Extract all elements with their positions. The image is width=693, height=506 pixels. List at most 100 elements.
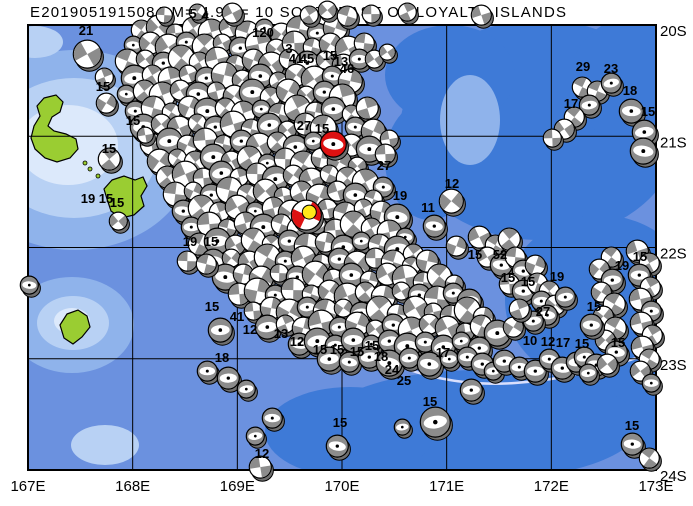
depth-label: 15: [126, 113, 140, 128]
depth-label: 10: [523, 333, 537, 348]
focal-mechanism: [397, 2, 419, 25]
islet: [82, 160, 88, 166]
focal-mechanism: [422, 214, 448, 241]
depth-label: 3: [285, 41, 292, 56]
nodal-quadrants: [304, 38, 321, 56]
center-dot: [223, 275, 228, 280]
nodal-quadrants: [317, 199, 337, 219]
nodal-quadrants: [366, 322, 384, 336]
nodal-quadrants: [213, 35, 231, 51]
nodal-quadrants: [235, 212, 256, 234]
nodal-quadrants: [96, 68, 113, 86]
depth-label: 17: [436, 345, 450, 360]
center-dot: [333, 343, 337, 347]
nodal-quadrants: [510, 299, 529, 319]
center-dot: [293, 145, 298, 149]
nodal-quadrants: [215, 135, 232, 153]
nodal-quadrants: [222, 251, 240, 265]
nodal-quadrants: [399, 3, 415, 21]
center-dot: [649, 309, 653, 313]
nodal-quadrants: [338, 6, 357, 26]
center-dot: [357, 57, 361, 61]
center-dot: [369, 342, 373, 346]
nodal-quadrants: [211, 63, 237, 88]
nodal-quadrants: [191, 4, 204, 20]
center-dot: [262, 26, 266, 30]
focal-mechanism: [523, 359, 549, 386]
nodal-quadrants: [191, 52, 208, 72]
focal-mechanism: [176, 250, 200, 275]
highlighted-focal-mechanism: [290, 199, 324, 234]
depth-label: 15: [350, 344, 364, 359]
center-dot: [259, 107, 263, 111]
focal-mechanism: [391, 264, 421, 295]
center-dot: [407, 356, 411, 360]
depth-label: 5: [189, 6, 196, 21]
focal-mechanism: [136, 126, 156, 147]
nodal-quadrants: [503, 319, 523, 336]
center-dot: [258, 74, 263, 78]
nodal-quadrants: [151, 117, 171, 132]
center-dot: [265, 161, 269, 165]
focal-mechanism: [638, 447, 662, 472]
center-dot: [451, 291, 455, 295]
nodal-quadrants: [170, 81, 190, 99]
center-dot: [359, 239, 363, 243]
depth-label: 15: [99, 191, 113, 206]
nodal-quadrants: [222, 4, 242, 22]
nodal-quadrants: [269, 103, 290, 125]
center-dot: [533, 369, 537, 373]
center-dot: [614, 350, 618, 354]
center-dot: [133, 109, 137, 113]
axis-label-lon: 171E: [429, 478, 464, 495]
nodal-quadrants: [190, 114, 204, 132]
center-dot: [560, 366, 564, 370]
deep-water-patch: [265, 387, 435, 470]
center-dot: [238, 46, 242, 50]
center-dot: [499, 263, 503, 267]
nodal-quadrants: [363, 218, 380, 238]
center-dot: [387, 361, 392, 366]
focal-mechanism: [374, 143, 398, 168]
focal-mechanism: [383, 203, 413, 234]
depth-label: 41: [230, 309, 244, 324]
center-dot: [226, 376, 230, 380]
focal-mechanism: [459, 378, 485, 405]
center-dot: [547, 357, 551, 361]
depth-label: 15: [323, 48, 337, 63]
center-dot: [205, 109, 210, 114]
center-dot: [215, 239, 220, 244]
center-dot: [391, 323, 395, 327]
center-dot: [311, 139, 315, 143]
nodal-quadrants: [321, 165, 337, 183]
center-dot: [337, 325, 341, 329]
nodal-quadrants: [184, 183, 202, 199]
focal-mechanism: [155, 6, 175, 27]
island: [103, 175, 148, 219]
center-dot: [124, 92, 128, 96]
focal-mechanism: [275, 314, 297, 337]
center-dot: [405, 344, 410, 349]
center-dot: [261, 225, 266, 230]
focal-mechanism: [578, 363, 600, 386]
depth-label: 17: [556, 335, 570, 350]
depth-label: 23: [604, 61, 618, 76]
focal-mechanism: [579, 313, 605, 340]
nodal-quadrants: [244, 278, 270, 304]
center-dot: [469, 388, 473, 392]
axis-label-lon: 172E: [534, 478, 569, 495]
nodal-quadrants: [344, 211, 363, 237]
nodal-quadrants: [167, 117, 191, 139]
depth-label: 15: [575, 336, 589, 351]
depth-label: 24: [385, 362, 400, 377]
center-dot: [582, 355, 586, 359]
center-dot: [253, 209, 257, 213]
depth-label: 27: [377, 158, 391, 173]
nodal-quadrants: [375, 144, 395, 164]
depth-label: 15: [625, 418, 639, 433]
depth-label: 45: [300, 51, 314, 66]
center-dot: [305, 61, 310, 65]
center-dot: [253, 434, 257, 438]
focal-mechanism: [554, 286, 578, 311]
nodal-quadrants: [327, 182, 347, 201]
